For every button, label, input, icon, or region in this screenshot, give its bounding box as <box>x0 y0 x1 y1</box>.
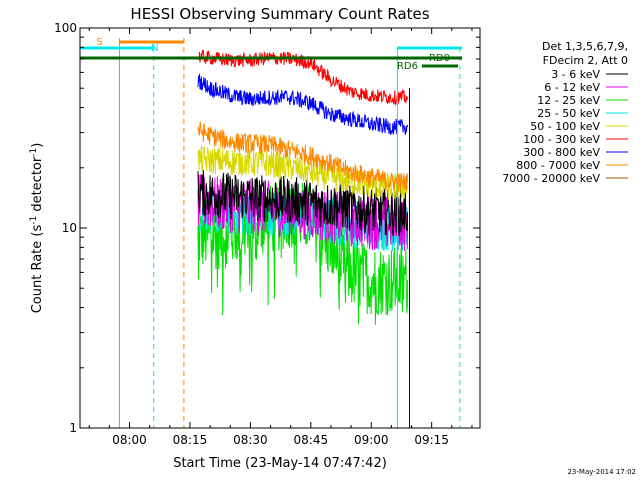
legend-header-line1: Det 1,3,5,6,7,9, <box>542 40 628 53</box>
legend-entry-label: 25 - 50 keV <box>537 107 600 120</box>
legend: Det 1,3,5,6,7,9, FDecim 2, Att 0 3 - 6 k… <box>502 40 628 185</box>
rd6-label: RD6 <box>397 61 418 72</box>
saa-bar-label: S <box>97 37 103 48</box>
legend-header-line2: FDecim 2, Att 0 <box>543 54 628 67</box>
legend-entry-label: 300 - 800 keV <box>523 146 600 159</box>
x-tick-label: 08:00 <box>112 433 147 447</box>
x-tick-label: 09:00 <box>354 433 389 447</box>
x-tick-label: 08:30 <box>233 433 268 447</box>
legend-entry-label: 12 - 25 keV <box>537 94 600 107</box>
legend-entry-label: 7000 - 20000 keV <box>502 172 600 185</box>
x-tick-label: 08:45 <box>294 433 329 447</box>
legend-entry-label: 800 - 7000 keV <box>516 159 600 172</box>
x-axis-label: Start Time (23-May-14 07:47:42) <box>173 456 387 471</box>
axis-layer: 08:00 08:15 08:30 08:45 09:00 09:15 1 10 100 <box>54 21 480 447</box>
series-line <box>197 121 408 192</box>
y-tick-label: 1 <box>69 421 77 435</box>
marker-layer: S N RD0 RD6 <box>80 37 462 428</box>
legend-entry-label: 3 - 6 keV <box>551 68 600 81</box>
rd0-label: RD0 <box>429 53 450 64</box>
x-tick-label: 08:15 <box>173 433 208 447</box>
chart-title: HESSI Observing Summary Count Rates <box>130 5 429 23</box>
legend-entry-label: 50 - 100 keV <box>530 120 600 133</box>
y-tick-label: 10 <box>62 221 77 235</box>
y-tick-label: 100 <box>54 21 77 35</box>
legend-entry-label: 6 - 12 keV <box>544 81 600 94</box>
series-line <box>197 49 408 107</box>
series-line <box>197 169 408 237</box>
series-line <box>197 73 408 135</box>
night-bar-label: N <box>151 43 158 54</box>
legend-entry-label: 100 - 300 keV <box>523 133 600 146</box>
x-tick-label: 09:15 <box>414 433 449 447</box>
series-layer <box>197 49 408 325</box>
y-axis-label: Count Rate (s-1 detector-1) <box>29 143 45 314</box>
footer-date: 23-May-2014 17:02 <box>567 468 636 476</box>
